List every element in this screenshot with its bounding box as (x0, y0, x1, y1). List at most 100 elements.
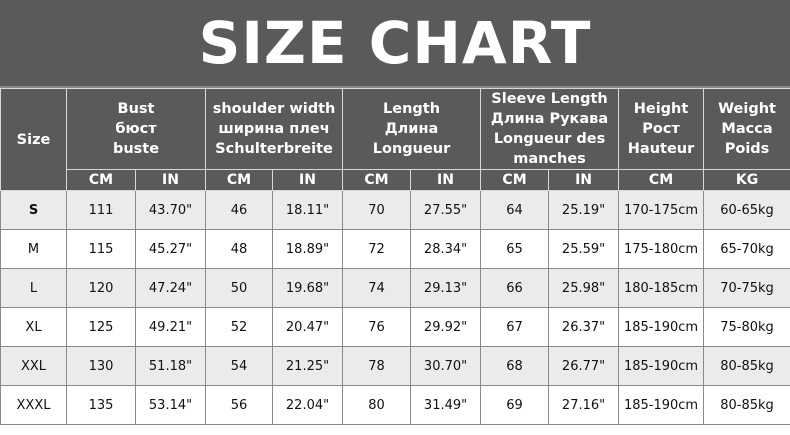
group-header: Bust бюст buste (65, 88, 207, 170)
unit-header: IN (134, 169, 207, 191)
group-header-line: buste (112, 141, 160, 157)
value-cell: 27.55" (410, 190, 482, 230)
table-row: XXXL 135 53.14" 56 22.04" 80 31.49" 69 27.16" 185… (0, 385, 790, 425)
value-cell: 56 (205, 385, 274, 425)
value-cell: 74 (342, 268, 412, 308)
value-cell: 22.04" (272, 385, 344, 425)
size-cell: XL (0, 307, 67, 347)
group-header-line: Sleeve Length (491, 91, 608, 107)
value-cell: 28.34" (410, 229, 482, 269)
size-cell: XXXL (0, 385, 67, 425)
value-cell: 26.37" (548, 307, 620, 347)
group-header-line: shoulder width (212, 101, 336, 117)
value-cell: 21.25" (272, 346, 344, 386)
table-row: XL 125 49.21" 52 20.47" 76 29.92" 67 26.37" 185-1… (0, 307, 790, 347)
value-cell: 51.18" (134, 346, 207, 386)
group-header-line: бюст (115, 121, 157, 137)
value-cell: 68 (480, 346, 550, 386)
table-row: S 111 43.70" 46 18.11" 70 27.55" 64 25.19" 170-17… (0, 190, 790, 230)
group-header: Height Рост Hauteur (618, 88, 705, 170)
unit-header: CM (66, 169, 136, 191)
group-header-line: manches (513, 151, 586, 167)
size-cell: L (0, 268, 67, 308)
value-cell: 26.77" (548, 346, 620, 386)
value-cell: 80-85kg (703, 346, 790, 386)
value-cell: 18.89" (272, 229, 344, 269)
value-cell: 27.16" (548, 385, 620, 425)
group-header-line: Longueur (372, 141, 451, 157)
value-cell: 29.92" (410, 307, 482, 347)
group-header-line: Weight (718, 101, 776, 117)
size-chart-table: Size Bust бюст buste shoulder width ширина п… (0, 88, 790, 425)
value-cell: 50 (205, 268, 274, 308)
value-cell: 46 (205, 190, 274, 230)
group-header-line: Poids (724, 141, 770, 157)
value-cell: 80 (342, 385, 412, 425)
value-cell: 69 (480, 385, 550, 425)
unit-header: CM (342, 169, 412, 191)
value-cell: 75-80kg (703, 307, 790, 347)
group-header-line: Масса (721, 121, 773, 137)
value-cell: 25.19" (548, 190, 620, 230)
value-cell: 185-190cm (618, 307, 705, 347)
value-cell: 20.47" (272, 307, 344, 347)
value-cell: 66 (480, 268, 550, 308)
value-cell: 135 (66, 385, 136, 425)
value-cell: 185-190cm (618, 346, 705, 386)
unit-header: CM (618, 169, 705, 191)
table-row: XXL 130 51.18" 54 21.25" 78 30.70" 68 26.77" 185-… (0, 346, 790, 386)
group-header-line: Hauteur (627, 141, 695, 157)
value-cell: 125 (66, 307, 136, 347)
value-cell: 180-185cm (618, 268, 705, 308)
size-cell: M (0, 229, 67, 269)
unit-header: IN (548, 169, 620, 191)
group-header-line: ширина плеч (218, 121, 330, 137)
value-cell: 120 (66, 268, 136, 308)
size-header: Size (0, 88, 67, 191)
value-cell: 54 (205, 346, 274, 386)
value-cell: 18.11" (272, 190, 344, 230)
group-header: Length Длина Longueur (342, 88, 482, 170)
value-cell: 25.98" (548, 268, 620, 308)
value-cell: 170-175cm (618, 190, 705, 230)
value-cell: 53.14" (134, 385, 207, 425)
value-cell: 65 (480, 229, 550, 269)
value-cell: 130 (66, 346, 136, 386)
value-cell: 47.24" (134, 268, 207, 308)
value-cell: 19.68" (272, 268, 344, 308)
value-cell: 25.59" (548, 229, 620, 269)
size-cell: S (0, 190, 67, 230)
value-cell: 78 (342, 346, 412, 386)
group-header: shoulder width ширина плеч Schulterbreite (205, 88, 344, 170)
value-cell: 48 (205, 229, 274, 269)
group-header-line: Рост (642, 121, 680, 137)
value-cell: 60-65kg (703, 190, 790, 230)
table-row: M 115 45.27" 48 18.89" 72 28.34" 65 25.59" 175-18… (0, 229, 790, 269)
size-cell: XXL (0, 346, 67, 386)
value-cell: 67 (480, 307, 550, 347)
value-cell: 29.13" (410, 268, 482, 308)
group-header: Weight Масса Poids (703, 88, 790, 170)
value-cell: 76 (342, 307, 412, 347)
value-cell: 30.70" (410, 346, 482, 386)
value-cell: 31.49" (410, 385, 482, 425)
table-row: L 120 47.24" 50 19.68" 74 29.13" 66 25.98" 180-18… (0, 268, 790, 308)
value-cell: 175-180cm (618, 229, 705, 269)
value-cell: 52 (205, 307, 274, 347)
group-header-line: Schulterbreite (215, 141, 333, 157)
value-cell: 70-75kg (703, 268, 790, 308)
unit-header: CM (480, 169, 550, 191)
unit-header: IN (410, 169, 482, 191)
unit-header: KG (703, 169, 790, 191)
unit-header: CM (205, 169, 274, 191)
value-cell: 43.70" (134, 190, 207, 230)
value-cell: 64 (480, 190, 550, 230)
value-cell: 45.27" (134, 229, 207, 269)
group-header-line: Bust (117, 101, 155, 117)
unit-header: IN (272, 169, 344, 191)
value-cell: 49.21" (134, 307, 207, 347)
value-cell: 185-190cm (618, 385, 705, 425)
group-header: Sleeve Length Длина Рукава Longueur des man… (480, 88, 620, 170)
value-cell: 115 (66, 229, 136, 269)
value-cell: 80-85kg (703, 385, 790, 425)
